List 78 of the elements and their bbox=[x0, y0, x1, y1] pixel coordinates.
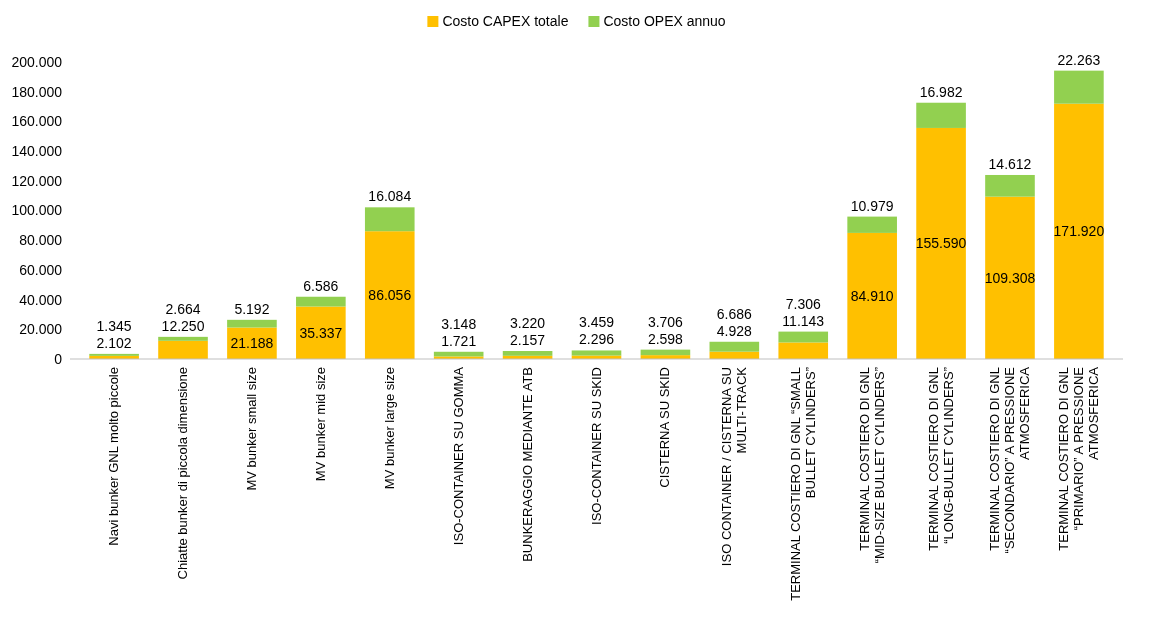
data-label: 2.598 bbox=[647, 330, 684, 347]
data-label: 16.084 bbox=[368, 188, 412, 205]
bar bbox=[364, 231, 415, 359]
y-tick-label: 120.000 bbox=[11, 172, 63, 189]
x-tick-label: TERMINAL COSTIERO DI GNL “SECONDARIO” A PRESSIONE ATMOSFERICA bbox=[986, 366, 1032, 554]
y-tick-label: 100.000 bbox=[11, 202, 63, 219]
legend-label: Costo CAPEX totale bbox=[442, 13, 569, 29]
legend-label: Costo OPEX annuo bbox=[603, 13, 726, 29]
bar bbox=[364, 207, 415, 232]
bar bbox=[916, 102, 966, 128]
y-tick-label: 80.000 bbox=[19, 232, 63, 249]
data-label: 35.337 bbox=[299, 324, 343, 341]
bar bbox=[847, 216, 897, 233]
data-label: 1.721 bbox=[441, 332, 477, 349]
data-label: 22.263 bbox=[1057, 51, 1101, 68]
y-tick-label: 180.000 bbox=[11, 83, 63, 100]
bar bbox=[778, 342, 829, 359]
y-tick-label: 160.000 bbox=[11, 113, 63, 130]
data-label: 6.586 bbox=[303, 277, 339, 294]
y-tick-label: 20.000 bbox=[19, 321, 63, 338]
data-label: 21.188 bbox=[230, 335, 274, 352]
data-label: 86.056 bbox=[368, 287, 412, 304]
data-label: 7.306 bbox=[785, 295, 821, 312]
y-tick-label: 40.000 bbox=[19, 291, 63, 308]
bar bbox=[985, 196, 1035, 359]
y-tick-label: 60.000 bbox=[19, 261, 63, 278]
bar bbox=[709, 341, 760, 352]
x-tick-label: TERMINAL COSTIERO DI GNL “MID-SIZE BULLET CYLINDERS” bbox=[856, 367, 887, 564]
data-label: 109.308 bbox=[984, 269, 1036, 286]
x-tick-label: BUNKERAGGIO MEDIANTE ATB bbox=[519, 367, 535, 562]
data-label: 3.148 bbox=[441, 315, 477, 332]
bar bbox=[778, 331, 829, 343]
data-label: 16.982 bbox=[919, 83, 963, 100]
data-label: 4.928 bbox=[716, 322, 753, 339]
x-tick-label: MV bunker large size bbox=[381, 367, 397, 490]
x-tick-label: ISO-CONTAINER SU GOMMA bbox=[450, 366, 466, 546]
bar bbox=[985, 174, 1035, 197]
data-label: 11.143 bbox=[782, 312, 825, 329]
x-tick-label: TERMINAL COSTIERO DI GNL “SMALL BULLET CYLINDERS” bbox=[787, 367, 818, 601]
bar bbox=[296, 296, 346, 307]
y-tick-label: 0 bbox=[54, 350, 63, 367]
x-tick-label: ISO CONTAINER / CISTERNA SU MULTI-TRACK bbox=[718, 366, 749, 567]
data-label: 3.459 bbox=[578, 314, 615, 331]
data-label: 155.590 bbox=[915, 235, 967, 252]
x-tick-label: MV bunker mid size bbox=[312, 367, 328, 482]
bar bbox=[571, 350, 622, 356]
x-tick-label: TERMINAL COSTIERO DI GNL “PRIMARIO” A PRESSIONE ATMOSFERICA bbox=[1055, 366, 1101, 551]
data-label: 6.686 bbox=[716, 305, 753, 322]
data-label: 5.192 bbox=[234, 300, 270, 317]
bar bbox=[640, 349, 691, 356]
data-label: 2.102 bbox=[96, 334, 132, 351]
data-label: 171.920 bbox=[1053, 223, 1105, 240]
data-label: 84.910 bbox=[850, 287, 894, 304]
x-tick-label: MV bunker small size bbox=[243, 367, 259, 491]
x-tick-label: TERMINAL COSTIERO DI GNL “LONG-BULLET CYLINDERS” bbox=[925, 367, 956, 551]
x-tick-label: Navi bunker GNL molto piccole bbox=[106, 367, 122, 546]
y-tick-label: 140.000 bbox=[11, 143, 63, 160]
bar bbox=[847, 232, 897, 359]
data-label: 12.250 bbox=[161, 317, 205, 334]
data-label: 3.706 bbox=[647, 313, 684, 330]
bar bbox=[158, 336, 208, 341]
data-label: 2.664 bbox=[165, 300, 201, 317]
x-tick-label: CISTERNA SU SKID bbox=[657, 367, 673, 488]
bar bbox=[1054, 103, 1104, 359]
bar bbox=[1054, 70, 1104, 104]
data-label: 1.345 bbox=[96, 317, 132, 334]
data-label: 3.220 bbox=[510, 315, 546, 332]
data-label: 14.612 bbox=[988, 155, 1032, 172]
data-label: 10.979 bbox=[850, 197, 894, 214]
bar bbox=[916, 127, 966, 359]
x-tick-label: Chiatte bunker di piccola dimensione bbox=[175, 367, 191, 580]
data-label: 2.296 bbox=[578, 331, 615, 348]
bar bbox=[502, 351, 553, 356]
data-label: 2.157 bbox=[510, 332, 546, 349]
bar bbox=[158, 340, 208, 359]
y-tick-label: 200.000 bbox=[11, 53, 63, 70]
x-tick-label: ISO-CONTAINER SU SKID bbox=[588, 367, 604, 525]
bar bbox=[227, 319, 277, 328]
